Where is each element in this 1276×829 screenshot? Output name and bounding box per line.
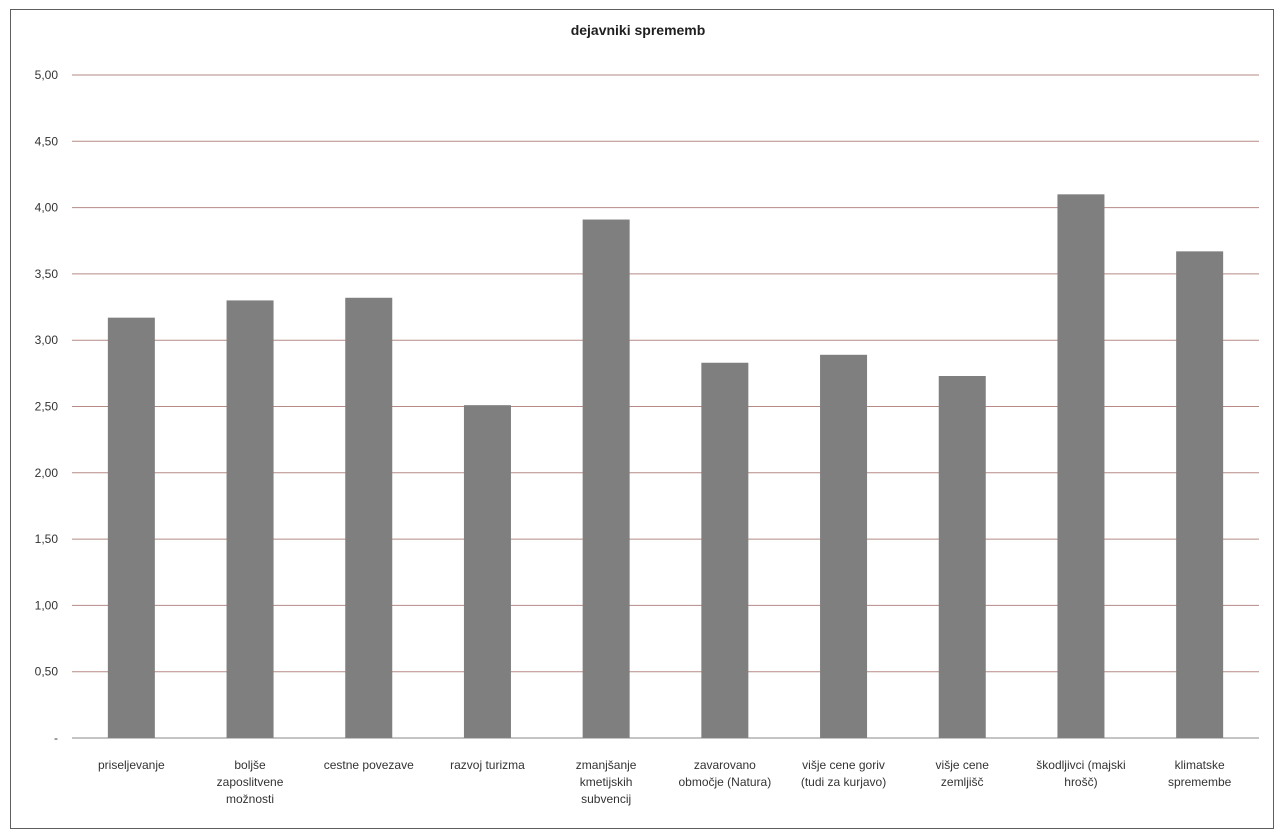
y-tick-label: 2,00 [35,466,59,480]
chart-title: dejavniki sprememb [570,22,706,38]
x-tick-label: višje cene goriv (tudi za kurjavo) [784,757,903,791]
x-tick-label-line: možnosti [226,792,275,806]
x-tick-label-line: klimatske [1174,758,1225,772]
bar [107,317,155,738]
x-tick-label-line: cestne povezave [323,758,414,772]
x-tick-label-line: kmetijskih [579,775,633,789]
y-tick-label: 4,00 [35,201,59,215]
bar [820,354,868,738]
x-tick-label-line: višje cene goriv [802,758,885,772]
x-tick-label: zavarovano območje (Natura) [666,757,785,791]
x-tick-label-line: višje cene [935,758,989,772]
y-tick-label: 3,50 [35,267,59,281]
x-tick-label: zmanjšanje kmetijskih subvencij [547,757,666,808]
x-tick-label-line: območje (Natura) [678,775,772,789]
x-tick-label-line: spremembe [1167,775,1232,789]
bar [1176,251,1224,738]
x-tick-label-line: razvoj turizma [450,758,525,772]
y-tick-label: 5,00 [35,68,59,82]
y-tick-label: 1,50 [35,532,59,546]
y-tick-label: 4,50 [35,134,59,148]
x-tick-label: priseljevanje [72,757,191,774]
x-tick-label: škodljivci (majski hrošč) [1022,757,1141,791]
bar [938,376,986,738]
y-tick-label: 1,00 [35,598,59,612]
x-tick-label-line: priseljevanje [97,758,165,772]
bar [226,300,274,738]
x-tick-label: cestne povezave [309,757,428,774]
x-tick-label: razvoj turizma [428,757,547,774]
x-tick-label-line: zaposlitvene [216,775,284,789]
x-tick-label-line: subvencij [581,792,632,806]
y-tick-label: - [54,731,58,745]
y-tick-label: 3,00 [35,333,59,347]
bar [1057,194,1105,739]
y-tick-label: 0,50 [35,665,59,679]
x-tick-label-line: hrošč) [1064,775,1098,789]
x-tick-label: klimatske spremembe [1140,757,1259,791]
x-tick-label: višje cene zemljišč [903,757,1022,791]
bar [582,219,630,738]
x-tick-label-line: škodljivci (majski [1036,758,1126,772]
x-tick-label-line: zemljišč [940,775,984,789]
bars [107,194,1224,739]
y-axis-ticks: - 0,50 1,00 1,50 2,00 2,50 3,00 3,50 4,00 4,50 5,0… [35,68,59,745]
x-tick-label-line: zmanjšanje [575,758,637,772]
x-tick-label-line: zavarovano [693,758,756,772]
y-tick-label: 2,50 [35,400,59,414]
bar [345,297,393,738]
bar [463,405,511,738]
x-tick-label: boljše zaposlitvene možnosti [191,757,310,808]
x-tick-label-line: boljše [234,758,266,772]
bar [701,362,749,738]
x-tick-label-line: (tudi za kurjavo) [800,775,887,789]
